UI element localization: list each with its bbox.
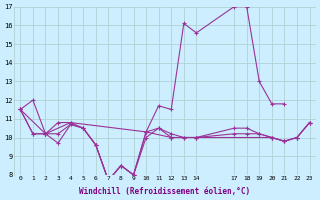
X-axis label: Windchill (Refroidissement éolien,°C): Windchill (Refroidissement éolien,°C): [79, 187, 251, 196]
